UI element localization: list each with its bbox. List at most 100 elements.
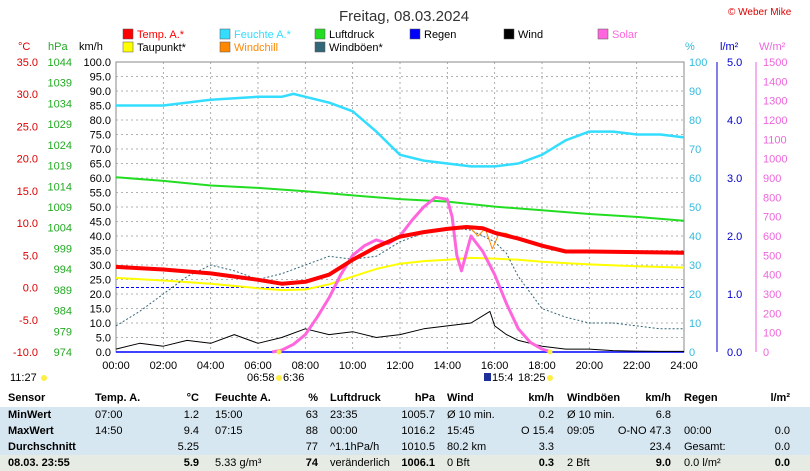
axis-label-temp: °C	[18, 41, 30, 53]
table-header-cell: km/h	[528, 392, 554, 404]
tick-temp: 0.0	[23, 283, 38, 295]
tick-pressure: 1009	[48, 202, 72, 214]
table-header-cell: %	[308, 392, 318, 404]
tick-wind: 25.0	[90, 275, 111, 287]
tick-solar: 1000	[763, 154, 787, 166]
tick-solar: 400	[763, 270, 781, 282]
table-cell: Durchschnitt	[8, 441, 76, 453]
tick-time: 16:00	[481, 360, 509, 372]
table-header-cell: Sensor	[8, 392, 46, 404]
tick-humidity: 90	[689, 86, 701, 98]
tick-humidity: 60	[689, 173, 701, 185]
tick-rain: 1.0	[727, 289, 742, 301]
tick-wind: 95.0	[90, 72, 111, 84]
axis-label-pressure: hPa	[48, 41, 68, 53]
axes-layer: °C hPa km/h% l/m² W/m² 35.0 30.0 25.0 20.0 15.0 10…	[13, 41, 788, 372]
table-cell: 0.0	[774, 457, 790, 469]
tick-solar: 1200	[763, 115, 787, 127]
tick-solar: 1300	[763, 96, 787, 108]
table-cell: 1010.5	[401, 441, 435, 453]
legend-swatch-wind	[503, 28, 515, 40]
table-cell: 14:50	[95, 425, 123, 437]
legend-swatch-rain	[409, 28, 421, 40]
tick-pressure: 1044	[48, 57, 72, 69]
table-header-cell: Luftdruck	[330, 392, 381, 404]
legend-swatch-temp	[122, 28, 134, 40]
tick-time: 08:00	[292, 360, 320, 372]
table-header-cell: °C	[186, 392, 199, 404]
tick-solar: 600	[763, 231, 781, 243]
table-cell: O-NO 47.3	[617, 425, 671, 437]
table-cell: 1006.1	[401, 457, 435, 469]
tick-solar: 100	[763, 328, 781, 340]
table-header-cell: km/h	[645, 392, 671, 404]
weather-chart: Freitag, 08.03.2024 © Weber Mike Temp. A…	[10, 7, 792, 384]
table-cell: 5.25	[177, 441, 199, 453]
sunrise-time-label-2: 6:36	[283, 372, 304, 384]
sunset-time-label: 18:25	[518, 372, 546, 384]
table-cell: 0 Bft	[447, 457, 470, 469]
table-cell: MinWert	[8, 409, 52, 421]
table-cell: 15:00	[215, 409, 243, 421]
table-cell: 3.3	[538, 441, 554, 453]
table-cell: Ø 10 min.	[567, 409, 615, 421]
tick-pressure: 1004	[48, 223, 72, 235]
table-cell: 15:45	[447, 425, 475, 437]
legend-label-pressure: Luftdruck	[329, 29, 375, 41]
table-cell: 0.3	[538, 457, 554, 469]
tick-wind: 80.0	[90, 115, 111, 127]
legend-label-dew: Taupunkt*	[137, 42, 187, 54]
table-row: MaxWert 14:50 9.4 07:15 88 00:00 1016.2 15:45 O …	[0, 423, 810, 439]
tick-time: 02:00	[150, 360, 178, 372]
table-cell: 77	[305, 441, 318, 453]
tick-time: 10:00	[339, 360, 367, 372]
tick-humidity: 0	[689, 347, 695, 359]
tick-temp: 5.0	[23, 250, 38, 262]
tick-wind: 20.0	[90, 289, 111, 301]
axis-label-rain: l/m²	[720, 41, 739, 53]
tick-time: 24:00	[670, 360, 698, 372]
table-cell: 0.0	[774, 425, 790, 437]
tick-solar: 1400	[763, 76, 787, 88]
tick-pressure: 1029	[48, 119, 72, 131]
tick-solar: 800	[763, 192, 781, 204]
moon-icon	[41, 375, 47, 381]
tick-rain: 5.0	[727, 57, 742, 69]
table-cell: 23:35	[330, 409, 358, 421]
table-row: MinWert 07:00 1.2 15:00 63 23:35 1005.7 Ø 10 mi…	[0, 407, 810, 423]
tick-wind: 15.0	[90, 304, 111, 316]
legend-label-rain: Regen	[424, 29, 456, 41]
tick-time: 06:00	[244, 360, 272, 372]
legend-swatch-pressure	[314, 28, 326, 40]
table-header-cell: Wind	[447, 392, 474, 404]
tick-wind: 85.0	[90, 101, 111, 113]
tick-temp: -10.0	[13, 347, 38, 359]
tick-humidity: 20	[689, 289, 701, 301]
tick-time: 20:00	[576, 360, 604, 372]
tick-wind: 55.0	[90, 188, 111, 200]
sunrise-axis-dot	[276, 349, 282, 355]
table-cell: Ø 10 min.	[447, 409, 495, 421]
table-cell: 88	[305, 425, 318, 437]
tick-humidity: 50	[689, 202, 701, 214]
summary-table-header: Sensor Temp. A. °C Feuchte A.% Luftdruck hPa W…	[0, 390, 810, 408]
table-cell: 09:05	[567, 425, 595, 437]
chart-legend: Temp. A.* Feuchte A.* Luftdruck Regen Wind So…	[122, 28, 638, 54]
tick-temp: 15.0	[17, 186, 38, 198]
tick-humidity: 10	[689, 318, 701, 330]
tick-humidity: 30	[689, 260, 701, 272]
table-cell: 1005.7	[401, 409, 435, 421]
table-cell: 23.4	[649, 441, 671, 453]
table-row: Durchschnitt 5.25 77 ^1.1hPa/h 1010.5 80.2 km…	[0, 439, 810, 455]
table-cell: 63	[305, 409, 318, 421]
tick-time: 00:00	[102, 360, 130, 372]
legend-label-solar: Solar	[612, 29, 638, 41]
table-cell: ^1.1hPa/h	[330, 441, 380, 453]
tick-wind: 40.0	[90, 231, 111, 243]
table-cell: 1.2	[183, 409, 199, 421]
legend-label-windchill: Windchill	[234, 42, 278, 54]
legend-label-temp: Temp. A.*	[137, 29, 185, 41]
tick-pressure: 979	[54, 326, 72, 338]
tick-wind: 30.0	[90, 260, 111, 272]
tick-wind: 50.0	[90, 202, 111, 214]
